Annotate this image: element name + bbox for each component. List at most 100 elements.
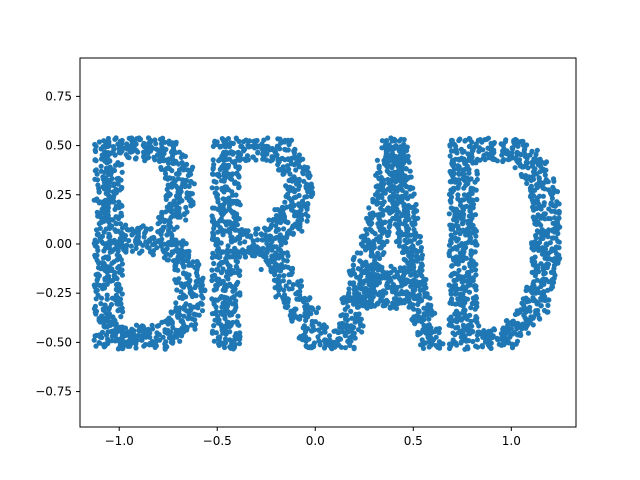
data-point <box>174 313 180 319</box>
data-point <box>298 278 304 284</box>
data-point <box>418 287 424 293</box>
data-point <box>233 258 239 264</box>
data-point <box>399 177 405 183</box>
data-point <box>535 307 541 314</box>
data-point <box>193 283 199 289</box>
data-point <box>165 160 172 166</box>
data-point <box>210 157 216 163</box>
data-point <box>231 252 237 258</box>
data-point <box>520 321 526 327</box>
data-point <box>233 298 239 304</box>
data-point <box>223 139 229 145</box>
data-point <box>465 220 471 226</box>
data-point <box>262 144 268 150</box>
data-point <box>391 195 397 201</box>
data-point <box>93 343 99 349</box>
data-point <box>230 140 236 147</box>
data-point <box>370 291 376 297</box>
data-point <box>113 286 119 292</box>
data-point <box>115 141 121 147</box>
data-point <box>341 295 347 301</box>
data-point <box>178 289 184 295</box>
data-point <box>398 136 404 142</box>
data-point <box>225 136 231 142</box>
data-point <box>460 218 466 224</box>
data-point <box>215 313 221 319</box>
data-point <box>461 265 467 271</box>
data-point <box>153 141 159 147</box>
data-point <box>372 231 378 237</box>
data-point <box>481 152 487 159</box>
data-point <box>424 291 430 297</box>
data-point <box>527 308 533 314</box>
data-point <box>367 288 373 294</box>
data-point <box>538 164 544 170</box>
data-point <box>289 185 296 191</box>
data-point <box>236 236 243 242</box>
data-point <box>181 270 187 276</box>
data-point <box>164 186 170 192</box>
data-point <box>352 296 358 302</box>
data-point <box>436 330 442 336</box>
data-point <box>139 248 145 254</box>
data-point <box>518 171 524 178</box>
data-point <box>447 153 453 159</box>
data-point <box>353 286 359 292</box>
data-point <box>506 331 512 337</box>
data-point <box>364 231 370 237</box>
data-point <box>248 234 254 240</box>
data-point <box>529 159 536 165</box>
data-point <box>119 213 125 219</box>
data-point <box>395 224 401 230</box>
data-point <box>220 232 226 238</box>
data-point <box>108 267 114 274</box>
data-point <box>360 323 366 329</box>
data-point <box>461 192 467 198</box>
data-point <box>93 282 99 288</box>
data-point <box>104 292 110 298</box>
data-point <box>176 167 183 173</box>
data-point <box>339 320 345 327</box>
data-point <box>220 162 227 168</box>
data-point <box>158 164 164 171</box>
data-point <box>236 164 242 170</box>
data-point <box>449 285 455 291</box>
data-point <box>107 249 113 255</box>
data-point <box>261 137 267 143</box>
data-point <box>402 297 408 303</box>
data-point <box>393 300 399 306</box>
data-point <box>282 137 288 143</box>
data-point <box>105 340 111 347</box>
data-point <box>181 167 187 173</box>
data-point <box>415 281 421 287</box>
data-point <box>119 137 125 144</box>
data-point <box>245 228 251 234</box>
data-point <box>98 219 104 226</box>
data-point <box>212 317 218 323</box>
y-tick-label: 0.75 <box>45 89 72 103</box>
data-point <box>390 282 397 288</box>
data-point <box>92 157 98 163</box>
data-point <box>138 224 144 230</box>
data-point <box>298 207 304 213</box>
data-point <box>106 311 112 317</box>
data-point <box>233 136 240 142</box>
data-point <box>363 226 369 233</box>
data-point <box>525 165 531 171</box>
data-point <box>556 215 562 221</box>
data-point <box>106 184 112 190</box>
data-point <box>462 287 468 293</box>
data-point <box>199 286 205 292</box>
data-point <box>363 293 369 300</box>
data-point <box>542 216 548 222</box>
data-point <box>112 152 118 158</box>
data-point <box>500 148 506 154</box>
data-point <box>109 260 115 266</box>
data-point <box>383 143 389 149</box>
data-point <box>455 259 461 265</box>
data-point <box>117 240 123 246</box>
data-point <box>456 157 462 163</box>
data-point <box>374 157 380 163</box>
data-point <box>97 236 103 242</box>
data-point <box>233 263 239 270</box>
